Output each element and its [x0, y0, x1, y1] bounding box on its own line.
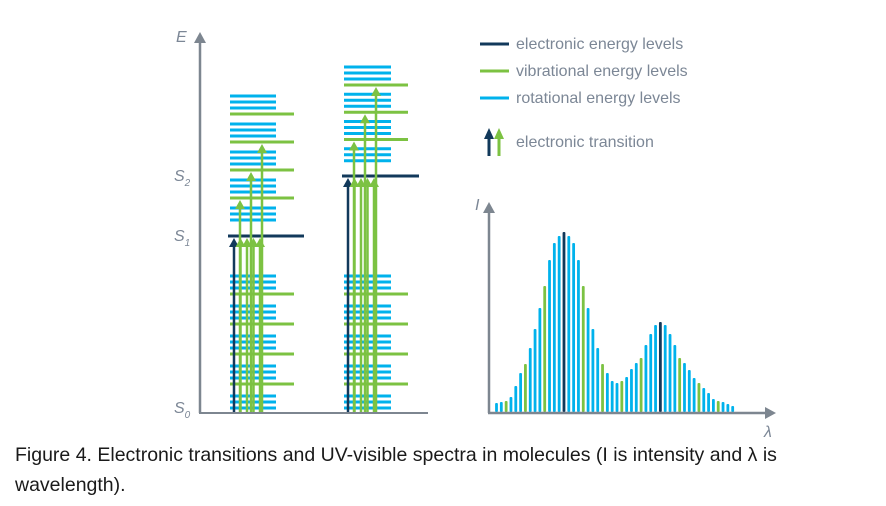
legend: electronic energy levels vibrational ene… [480, 36, 688, 156]
state-label-s0: S0 [174, 400, 191, 421]
spectrum-bar [538, 308, 542, 412]
spectrum-bar [692, 378, 696, 412]
transition-arrowhead-icon [343, 178, 353, 187]
spectrum-bar [630, 369, 633, 412]
transition-arrowhead-icon [371, 87, 381, 96]
figure-caption: Figure 4. Electronic transitions and UV-… [15, 444, 777, 496]
spectrum-bar [495, 403, 498, 412]
spectrum-bar [634, 363, 638, 412]
legend-label-rotational: rotational energy levels [516, 90, 681, 107]
spectrum-bars [495, 232, 735, 412]
spectrum-bar [644, 345, 648, 412]
spectrum-bar [596, 348, 600, 412]
wavelength-axis-arrow-icon [765, 407, 776, 419]
spectrum-bar [567, 236, 571, 412]
transition-arrowhead-icon [257, 144, 267, 153]
energy-diagram: E S2 S1 S0 [174, 29, 428, 421]
intensity-axis-label: I [475, 197, 480, 214]
legend-item-transition: electronic transition [484, 128, 654, 156]
spectrum-bar [552, 243, 556, 412]
spectrum-bar [731, 406, 735, 412]
spectrum-bar [620, 381, 624, 412]
transition-arrowhead-icon [229, 238, 239, 247]
spectrum-bar [581, 286, 585, 412]
spectrum-bar [548, 260, 551, 412]
spectrum-bar [528, 348, 532, 412]
spectrum-bar [625, 377, 629, 412]
spectrum-bar [504, 401, 508, 412]
transition-arrowhead-icon [349, 141, 359, 151]
spectrum-bar [591, 329, 595, 412]
spectrum-bar [519, 373, 522, 412]
spectrum-bar [649, 334, 653, 412]
spectrum-bar [586, 308, 590, 412]
spectrum-bar [533, 329, 537, 412]
intensity-axis-arrow-icon [483, 202, 495, 213]
spectrum-bar [726, 404, 730, 412]
wavelength-axis-label: λ [763, 424, 772, 440]
transition-arrowhead-icon [242, 238, 252, 247]
transitions [229, 87, 381, 412]
legend-label-transition: electronic transition [516, 134, 654, 151]
spectrum-bar [668, 334, 672, 412]
energy-axis-arrow-icon [194, 32, 206, 43]
legend-item-rotational: rotational energy levels [480, 90, 681, 107]
spectrum-bar [639, 358, 643, 412]
spectrum-bar [658, 322, 662, 412]
spectrum-bar [716, 401, 720, 412]
spectrum-bar [509, 397, 513, 412]
spectrum-bar [514, 386, 518, 412]
spectrum-bar [572, 243, 576, 412]
state-label-s1: S1 [174, 228, 190, 249]
spectrum-bar [577, 260, 580, 412]
spectrum-bar [678, 358, 682, 412]
spectrum-bar [543, 286, 547, 412]
spectrum-bar [654, 325, 657, 412]
spectrum-bar [683, 363, 686, 412]
legend-item-vibrational: vibrational energy levels [480, 63, 688, 80]
spectrum-bar [697, 383, 701, 412]
transition-arrowhead-icon [246, 172, 256, 181]
transition-arrowhead-icon [369, 178, 379, 187]
spectrum-bar [605, 373, 609, 412]
legend-label-electronic: electronic energy levels [516, 36, 683, 53]
spectrum-bar [524, 364, 527, 412]
transition-arrowhead-icon [255, 238, 265, 247]
transition-arrowhead-icon [235, 200, 245, 209]
transition-arrowhead-icon [356, 178, 366, 187]
transition-arrowhead-icon [360, 114, 370, 124]
legend-item-electronic: electronic energy levels [480, 36, 683, 53]
spectrum-bar [557, 236, 561, 412]
spectrum-bar [712, 399, 715, 412]
spectrum-bar [702, 388, 706, 412]
energy-axis: E S2 S1 S0 [174, 29, 428, 421]
spectrum-bar [707, 393, 710, 412]
legend-label-vibrational: vibrational energy levels [516, 63, 688, 80]
energy-levels [228, 65, 419, 410]
spectrum-bar [663, 325, 667, 412]
figure-canvas: E S2 S1 S0 electronic energy levels vibr… [174, 29, 776, 440]
state-label-s2: S2 [174, 168, 191, 189]
spectrum-bar [673, 345, 677, 412]
spectrum-bar [721, 402, 725, 412]
spectrum-bar [687, 370, 691, 412]
spectrum-bar [615, 383, 619, 412]
spectrum-bar [562, 232, 566, 412]
spectrum-bar [499, 402, 503, 412]
energy-axis-label: E [176, 29, 187, 46]
spectrum-bar [601, 364, 604, 412]
transition-arrows-icon [484, 128, 504, 156]
spectrum-bar [610, 381, 614, 412]
spectrum-chart: I λ [475, 197, 776, 440]
